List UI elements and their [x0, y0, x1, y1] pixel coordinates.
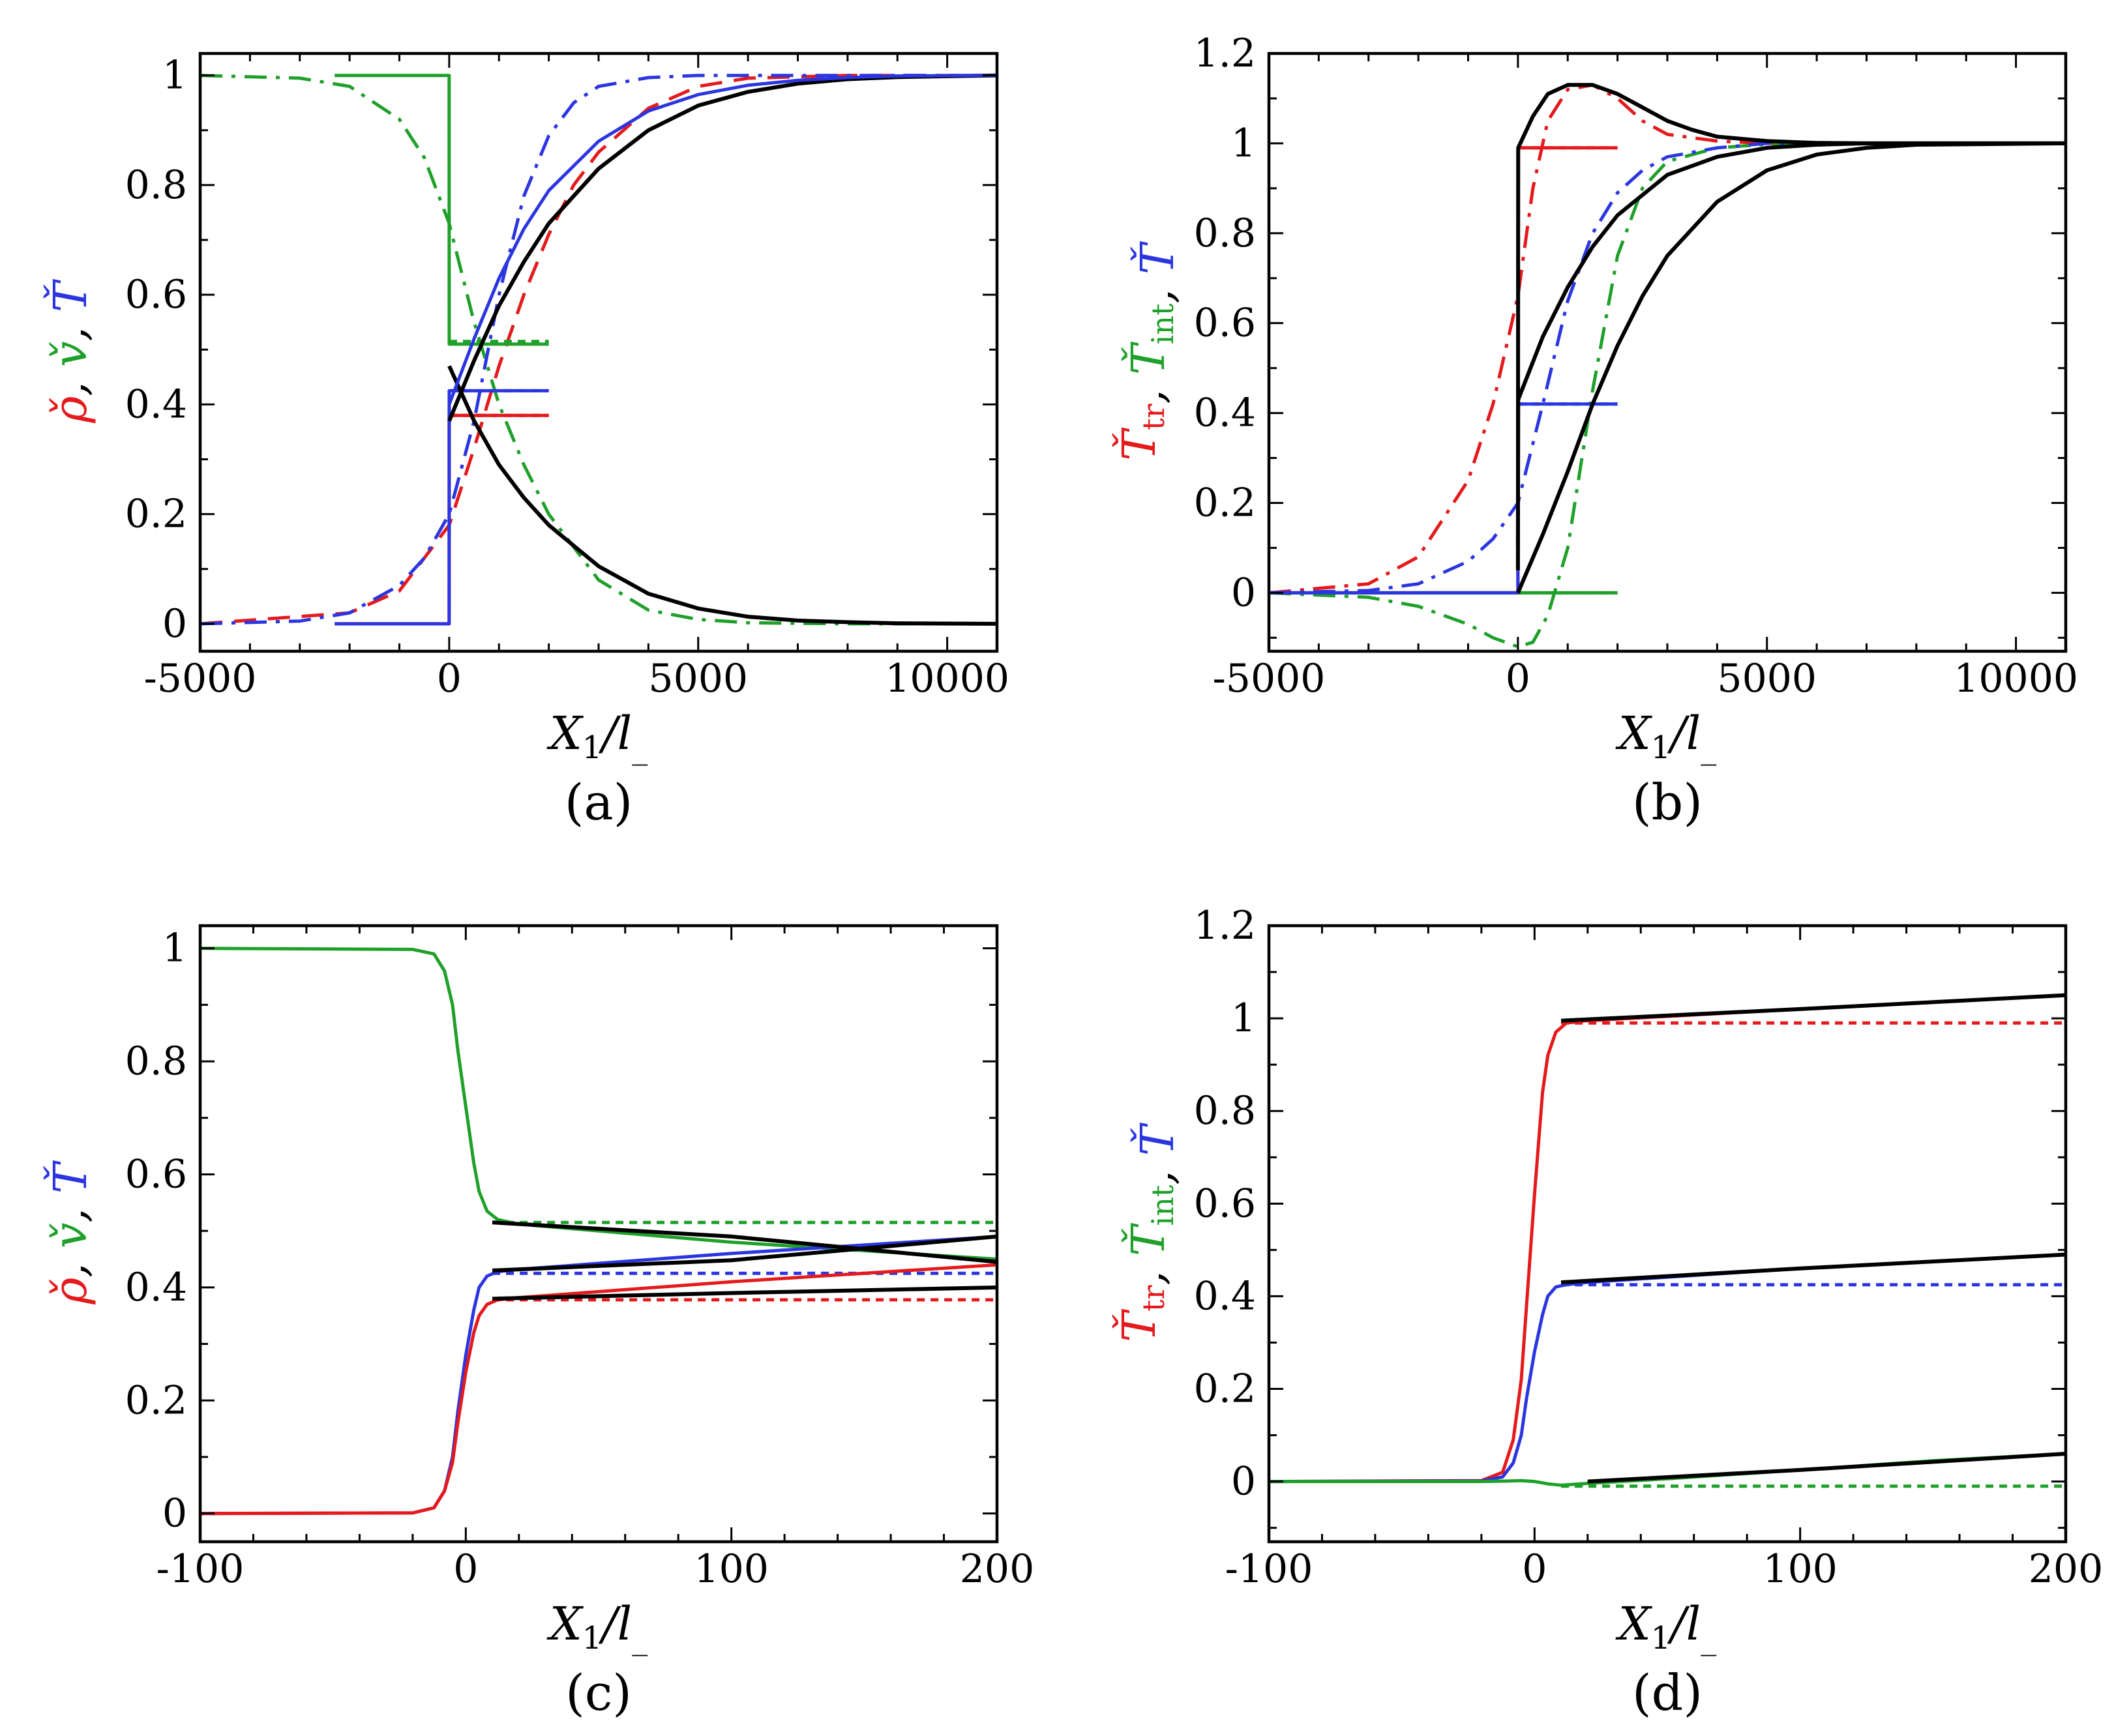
y-tick-label: 0.6	[125, 1151, 187, 1197]
y-tick-label: 0.8	[1194, 1088, 1256, 1134]
y-tick-label: 0.4	[125, 1265, 187, 1310]
y-axis-label: Ťtr, Ťint, Ť	[1112, 1123, 1184, 1342]
plot-area	[200, 73, 997, 626]
x-axis-label: X1/l_	[1615, 707, 1716, 766]
y-tick-label: 0.2	[125, 492, 187, 537]
series-T-profile	[1269, 1253, 2066, 1484]
x-tick-label: -100	[156, 1546, 245, 1592]
series-v-reference	[200, 74, 997, 626]
plot-area	[1269, 993, 2066, 1488]
series-rho-profile	[200, 1263, 997, 1516]
y-tick-label: 1	[1231, 995, 1256, 1041]
series-rho-shock	[335, 413, 549, 626]
series-Ttr-reference	[1269, 83, 2066, 595]
series-T-reference	[200, 74, 997, 626]
axes-frame	[198, 924, 999, 1544]
y-axis-label: ρ̌, v̌, Ť	[44, 279, 97, 424]
x-tick-label: 10000	[1954, 656, 2078, 701]
panel-d: -100 0 100 200 0 0.2 0.4 0.6 0.8 1 1.2 X1/l_ Ťtr, Ťi…	[1112, 903, 2103, 1722]
series-Tint-profile	[1269, 1452, 2066, 1487]
panel-caption: (d)	[1632, 1664, 1703, 1722]
panel-b: -5000 0 5000 10000 0 0.2 0.4 0.6 0.8 1 1.2 X1/l_ Ťtr…	[1112, 31, 2078, 831]
panel-caption: (a)	[565, 773, 633, 831]
x-tick-label: 0	[453, 1546, 478, 1592]
y-axis-label: ρ̌, v̌, Ť	[44, 1160, 97, 1305]
series-T-profile	[200, 1235, 997, 1516]
x-axis-label: X1/l_	[546, 1597, 648, 1656]
x-tick-label: 0	[1506, 656, 1530, 701]
series-v-solution	[492, 1220, 997, 1264]
y-tick-label: 1	[162, 53, 187, 98]
y-tick-label: 0	[1231, 1459, 1256, 1505]
plot-area	[1269, 83, 2066, 649]
y-tick-label: 0.4	[1194, 1273, 1256, 1319]
y-tick-label: 1.2	[1194, 903, 1256, 949]
y-tick-label: 0	[162, 1491, 187, 1537]
panel-caption: (b)	[1632, 773, 1703, 831]
panel-c: -100 0 100 200 0 0.2 0.4 0.6 0.8 1 X1/l_ ρ̌, v̌, Ť (…	[44, 924, 1035, 1722]
x-tick-label: 5000	[1717, 656, 1817, 701]
y-axis-label: Ťtr, Ťint, Ť	[1112, 241, 1184, 461]
series-T-solution	[447, 74, 997, 405]
y-tick-label: 0.6	[125, 272, 187, 317]
y-tick-label: 0.8	[125, 162, 187, 208]
series-T-shock	[335, 389, 549, 626]
series-Ttr-solution	[1515, 83, 2066, 570]
x-tick-label: 100	[694, 1546, 769, 1592]
y-tick-label: 0.4	[125, 381, 187, 427]
series-rho-solution	[492, 1285, 997, 1301]
series-rho-reference	[200, 74, 997, 626]
y-tick-label: 0.6	[1194, 301, 1256, 346]
x-tick-label: 100	[1763, 1546, 1838, 1592]
y-tick-label: 0.2	[1194, 1366, 1256, 1412]
series-v-solution	[447, 365, 997, 626]
series-T-shock	[1269, 402, 1618, 595]
series-Tint-solution	[1516, 141, 2066, 594]
x-tick-label: 0	[1522, 1546, 1547, 1592]
x-tick-label: -5000	[144, 656, 257, 701]
y-tick-label: 0.2	[125, 1377, 187, 1423]
y-tick-label: 0	[162, 601, 187, 647]
series-T-solution	[1515, 141, 2066, 548]
y-tick-label: 1.2	[1194, 31, 1256, 76]
x-tick-label: 0	[437, 656, 462, 701]
panel-a: -5000 0 5000 10000 0 0.2 0.4 0.6 0.8 1 X1/l_ ρ̌, v̌…	[44, 51, 1009, 831]
axes-frame	[1267, 924, 2068, 1544]
x-tick-label: 200	[960, 1546, 1035, 1592]
series-Ttr-shock	[1269, 146, 1618, 595]
panel-caption: (c)	[565, 1664, 632, 1722]
series-T-reference	[1269, 141, 2066, 595]
x-tick-label: -5000	[1213, 656, 1326, 701]
series-v-shock	[335, 74, 549, 346]
y-tick-label: 1	[1231, 121, 1256, 166]
series-T-solution	[1560, 1252, 2066, 1285]
y-tick-label: 0.8	[125, 1038, 187, 1084]
y-tick-label: 1	[162, 926, 187, 971]
series-T-solution	[492, 1234, 997, 1273]
y-tick-label: 0.4	[1194, 390, 1256, 436]
series-Ttr-profile	[1269, 993, 2066, 1484]
series-rho-solution	[447, 73, 997, 422]
x-tick-label: 200	[2029, 1546, 2104, 1592]
plot-area	[200, 947, 997, 1516]
y-tick-label: 0.6	[1194, 1181, 1256, 1226]
x-tick-label: 10000	[885, 656, 1009, 701]
y-tick-label: 0.8	[1194, 211, 1256, 256]
series-Tint-reference	[1269, 141, 2066, 649]
series-Ttr-solution	[1560, 993, 2066, 1023]
series-Tint-solution	[1587, 1452, 2066, 1484]
x-tick-label: -100	[1225, 1546, 1313, 1592]
y-tick-label: 0.2	[1194, 480, 1256, 525]
series-v-profile	[200, 947, 997, 1261]
x-axis-label: X1/l_	[546, 707, 648, 766]
y-tick-label: 0	[1231, 570, 1256, 615]
x-axis-label: X1/l_	[1615, 1597, 1716, 1656]
x-tick-label: 5000	[648, 656, 748, 701]
